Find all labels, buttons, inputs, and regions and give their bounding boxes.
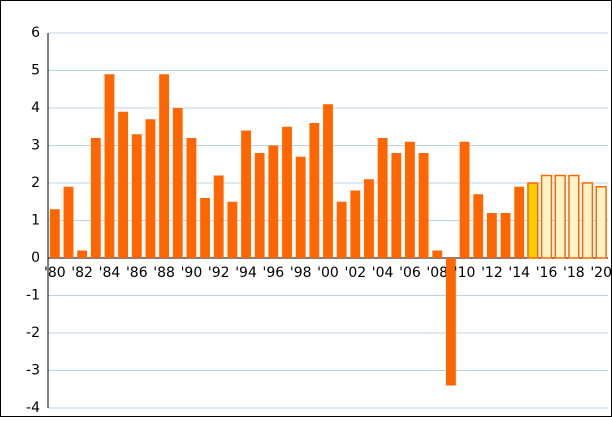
bar	[514, 186, 525, 258]
bar	[172, 108, 183, 258]
y-tick-label: -1	[26, 288, 40, 304]
y-tick-label: 3	[31, 138, 40, 154]
x-tick-label: '88	[153, 265, 175, 281]
bar	[77, 250, 88, 258]
bar	[49, 209, 60, 258]
bar	[459, 141, 470, 258]
x-tick-label: '86	[126, 265, 148, 281]
y-tick-label: -4	[26, 400, 40, 416]
x-tick-label: '00	[317, 265, 339, 281]
bar	[268, 145, 279, 258]
x-tick-label: '14	[508, 265, 530, 281]
x-tick-label: '06	[399, 265, 421, 281]
bar	[104, 74, 115, 258]
bar	[350, 190, 361, 258]
bar	[405, 141, 415, 258]
y-tick-label: 4	[31, 100, 40, 116]
x-tick-label: '92	[208, 265, 230, 281]
y-tick-label: -3	[26, 363, 40, 379]
bar	[213, 175, 224, 258]
bar	[145, 119, 156, 258]
x-tick-label: '82	[71, 265, 93, 281]
bar	[118, 111, 129, 258]
x-tick-label: '94	[235, 265, 257, 281]
bar	[540, 174, 553, 259]
bar	[568, 174, 580, 259]
bar	[418, 153, 429, 258]
bar	[595, 186, 607, 259]
x-tick-label: '98	[290, 265, 312, 281]
bar	[391, 153, 402, 258]
bar	[227, 201, 238, 258]
x-tick-label: '18	[563, 265, 585, 281]
y-tick-label: 5	[31, 63, 40, 79]
x-tick-label: '96	[263, 265, 285, 281]
bar	[90, 138, 101, 258]
bar	[241, 130, 251, 258]
bar	[446, 258, 456, 386]
y-tick-label: 2	[31, 175, 40, 191]
x-tick-label: '20	[590, 265, 612, 281]
x-tick-label: '02	[344, 265, 366, 281]
y-tick-label: 1	[31, 213, 40, 229]
bar	[309, 123, 320, 258]
bar	[159, 74, 170, 258]
bar	[282, 126, 292, 258]
bar	[377, 138, 388, 258]
x-tick-label: '84	[99, 265, 121, 281]
bar	[581, 182, 594, 259]
x-tick-label: '90	[181, 265, 203, 281]
bar	[432, 250, 443, 258]
bar	[500, 213, 511, 258]
bar	[63, 186, 74, 258]
bar	[486, 213, 497, 258]
bar	[473, 194, 484, 258]
x-tick-label: '80	[44, 265, 66, 281]
y-tick-label: 6	[31, 25, 40, 41]
x-tick-label: '10	[454, 265, 476, 281]
x-tick-label: '08	[426, 265, 448, 281]
bar	[131, 134, 142, 258]
bar	[364, 179, 374, 258]
bar	[254, 153, 265, 258]
y-tick-label: -2	[26, 325, 40, 341]
y-tick-label: 0	[31, 250, 40, 266]
bar	[200, 198, 210, 258]
bar	[527, 182, 539, 259]
bar	[554, 174, 566, 259]
x-tick-label: '16	[536, 265, 558, 281]
bar	[186, 138, 197, 258]
bar	[295, 156, 306, 258]
bar	[336, 201, 347, 258]
bar	[323, 104, 333, 258]
x-tick-label: '04	[372, 265, 394, 281]
x-tick-label: '12	[481, 265, 503, 281]
